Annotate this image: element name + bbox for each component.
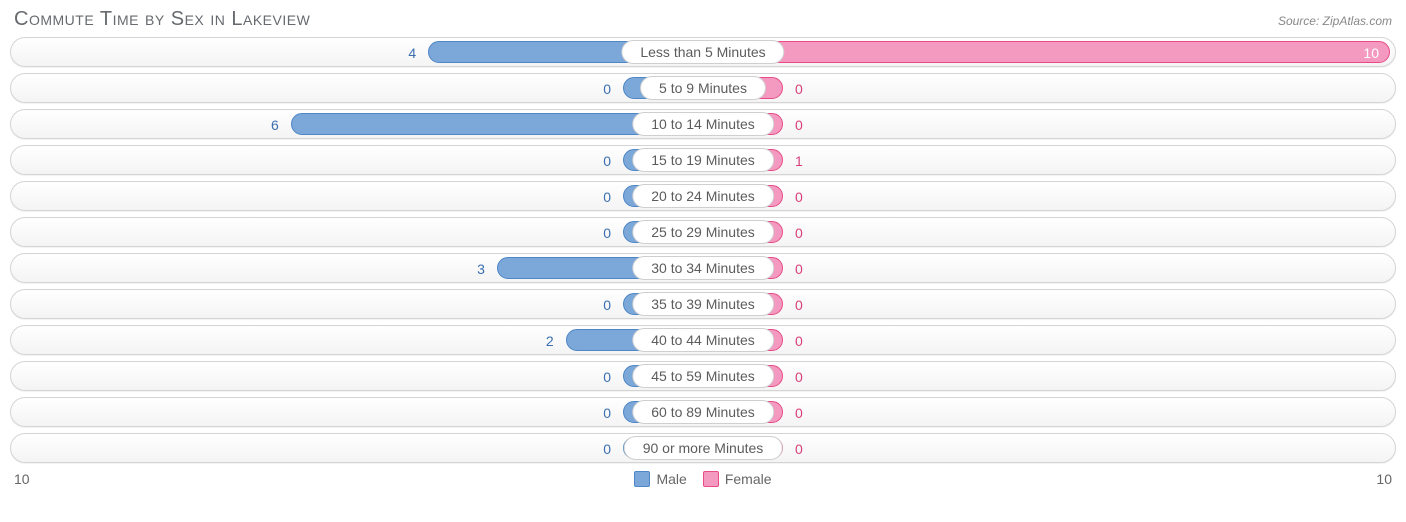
value-male: 0 <box>603 290 619 320</box>
bar-row: 90 or more Minutes0 0 <box>10 433 1396 463</box>
legend-label-male: Male <box>656 471 686 487</box>
bar-row: 25 to 29 Minutes 0 0 <box>10 217 1396 247</box>
category-pill: 60 to 89 Minutes <box>632 400 774 424</box>
axis-max-left: 10 <box>14 471 30 487</box>
category-pill: 15 to 19 Minutes <box>632 148 774 172</box>
value-male: 0 <box>603 434 619 464</box>
bar-row: Less than 5 Minutes 4 10 <box>10 37 1396 67</box>
value-male: 0 <box>603 398 619 428</box>
bar-row: 40 to 44 Minutes 2 0 <box>10 325 1396 355</box>
value-female: 1 <box>787 146 803 176</box>
value-male: 2 <box>546 326 562 356</box>
legend-swatch-female <box>703 471 719 487</box>
value-male: 0 <box>603 362 619 392</box>
category-pill: 25 to 29 Minutes <box>632 220 774 244</box>
value-female: 0 <box>787 398 803 428</box>
legend: Male Female <box>634 471 771 487</box>
value-female: 0 <box>787 362 803 392</box>
value-male: 0 <box>603 74 619 104</box>
value-female: 0 <box>787 218 803 248</box>
value-female: 0 <box>787 182 803 212</box>
value-female: 0 <box>787 290 803 320</box>
chart-title: Commute Time by Sex in Lakeview <box>14 8 310 31</box>
category-pill: 10 to 14 Minutes <box>632 112 774 136</box>
bar-row: 60 to 89 Minutes 0 0 <box>10 397 1396 427</box>
category-pill: 30 to 34 Minutes <box>632 256 774 280</box>
category-pill: Less than 5 Minutes <box>621 40 784 64</box>
value-male: 0 <box>603 218 619 248</box>
bar-row: 45 to 59 Minutes 0 0 <box>10 361 1396 391</box>
legend-item-male: Male <box>634 471 686 487</box>
value-female: 10 <box>1363 38 1389 68</box>
bar-row: 35 to 39 Minutes 0 0 <box>10 289 1396 319</box>
bar-row: 15 to 19 Minutes 0 1 <box>10 145 1396 175</box>
axis-max-right: 10 <box>1376 471 1392 487</box>
category-pill: 40 to 44 Minutes <box>632 328 774 352</box>
category-pill: 20 to 24 Minutes <box>632 184 774 208</box>
bar-row: 30 to 34 Minutes 3 0 <box>10 253 1396 283</box>
chart-footer: 10 Male Female 10 <box>0 469 1406 487</box>
category-pill: 35 to 39 Minutes <box>632 292 774 316</box>
value-female: 0 <box>787 434 803 464</box>
value-male: 3 <box>477 254 493 284</box>
value-female: 0 <box>787 326 803 356</box>
category-pill: 5 to 9 Minutes <box>640 76 766 100</box>
value-female: 0 <box>787 74 803 104</box>
value-male: 6 <box>271 110 287 140</box>
diverging-bar-chart: Less than 5 Minutes4105 to 9 Minutes0010… <box>0 35 1406 463</box>
bar-female <box>703 41 1390 63</box>
legend-item-female: Female <box>703 471 772 487</box>
bar-row: 20 to 24 Minutes 0 0 <box>10 181 1396 211</box>
bar-row: 5 to 9 Minutes 0 0 <box>10 73 1396 103</box>
category-pill: 90 or more Minutes <box>624 436 783 460</box>
value-female: 0 <box>787 110 803 140</box>
bar-row: 10 to 14 Minutes 6 0 <box>10 109 1396 139</box>
legend-label-female: Female <box>725 471 772 487</box>
value-male: 0 <box>603 182 619 212</box>
category-pill: 45 to 59 Minutes <box>632 364 774 388</box>
legend-swatch-male <box>634 471 650 487</box>
chart-header: Commute Time by Sex in Lakeview Source: … <box>0 0 1406 35</box>
value-male: 0 <box>603 146 619 176</box>
value-female: 0 <box>787 254 803 284</box>
chart-source: Source: ZipAtlas.com <box>1278 14 1392 28</box>
value-male: 4 <box>408 38 424 68</box>
